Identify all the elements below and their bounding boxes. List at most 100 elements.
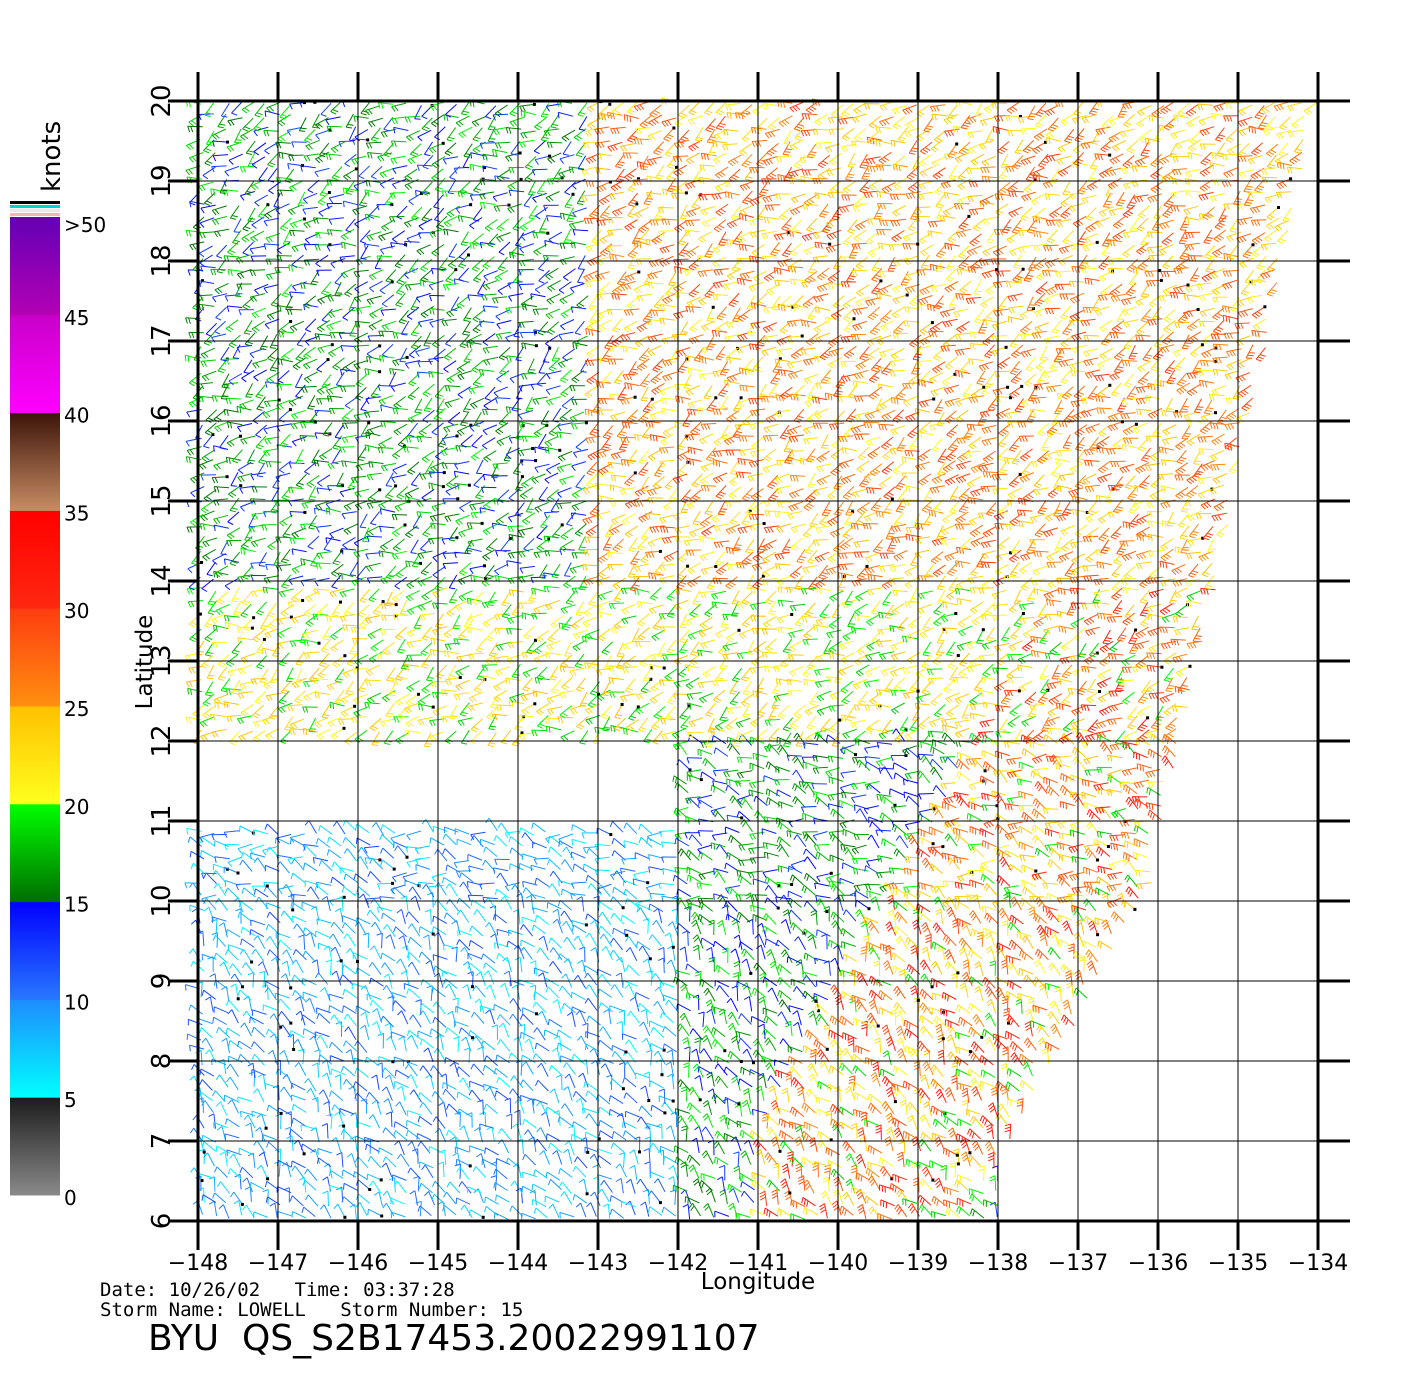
- wind-barb: [573, 864, 587, 872]
- wind-barb: [318, 1149, 332, 1155]
- wind-barb: [521, 940, 535, 947]
- wind-barb: [869, 1207, 881, 1220]
- wind-barb: [897, 1152, 904, 1167]
- wind-barb: [481, 954, 495, 963]
- wind-barb: [431, 1066, 443, 1078]
- wind-barb: [780, 1039, 792, 1051]
- wind-barb: [720, 1190, 728, 1205]
- rain-flag-mark: [957, 1162, 960, 1165]
- wind-barb: [446, 884, 458, 897]
- wind-barb: [960, 983, 968, 998]
- wind-barb: [882, 1076, 895, 1087]
- wind-barb: [553, 999, 562, 1014]
- wind-barb: [639, 1106, 652, 1117]
- wind-barb: [733, 972, 739, 987]
- colorbar-cap: [10, 213, 60, 216]
- rain-flag-mark: [980, 1036, 983, 1039]
- wind-barb: [871, 897, 880, 912]
- wind-barb: [230, 1154, 241, 1168]
- wind-barb: [209, 1177, 215, 1192]
- wind-barb: [895, 1204, 907, 1216]
- wind-barb: [216, 1075, 228, 1087]
- wind-barb: [447, 1104, 460, 1114]
- wind-barb: [1020, 1081, 1033, 1091]
- wind-barb: [538, 1063, 549, 1076]
- colorbar-band: [10, 608, 60, 706]
- colorbar-band: [10, 999, 60, 1097]
- wind-barb: [381, 1016, 394, 1027]
- wind-barb: [1126, 887, 1138, 899]
- wind-barb: [459, 1028, 472, 1038]
- wind-barb: [738, 875, 752, 884]
- colorbar-title: knots: [37, 121, 67, 192]
- wind-barb: [715, 1056, 729, 1063]
- wind-barb: [1048, 1011, 1060, 1024]
- wind-barb: [1033, 1005, 1047, 1013]
- rain-flag-mark: [265, 1127, 268, 1130]
- colorbar-band: [10, 217, 60, 315]
- wind-barb: [619, 1153, 625, 1168]
- wind-barb: [643, 919, 649, 934]
- wind-barb: [603, 1204, 610, 1219]
- wind-barb: [788, 898, 801, 908]
- wind-barb: [904, 1020, 918, 1029]
- rain-flag-mark: [777, 907, 780, 910]
- wind-barb: [322, 1191, 328, 1206]
- wind-barb: [704, 1204, 714, 1218]
- wind-barb: [217, 1182, 229, 1194]
- wind-barb: [630, 997, 639, 1012]
- wind-barb: [957, 1005, 971, 1014]
- wind-barb: [894, 926, 907, 936]
- wind-barb: [271, 958, 280, 973]
- rain-flag-mark: [826, 1048, 829, 1051]
- colorbar-band: [10, 804, 60, 902]
- wind-barb: [874, 1038, 880, 1053]
- wind-barb: [457, 910, 469, 923]
- wind-barb: [1047, 910, 1060, 922]
- wind-barb: [452, 947, 458, 962]
- wind-barb: [678, 1080, 691, 1091]
- wind-barb: [760, 1191, 767, 1206]
- wind-barb: [843, 954, 857, 962]
- wind-barb: [943, 1148, 957, 1157]
- rain-flag-mark: [391, 882, 394, 885]
- wind-barb: [945, 1087, 955, 1101]
- wind-barb: [918, 1195, 931, 1205]
- wind-barb: [216, 898, 228, 910]
- wind-barb: [675, 1157, 689, 1166]
- wind-barb: [573, 1166, 586, 1177]
- wind-barb: [866, 1168, 880, 1177]
- wind-barb: [514, 945, 524, 959]
- wind-barb: [259, 971, 265, 986]
- wind-barb: [383, 1157, 396, 1168]
- wind-barb: [495, 1091, 509, 1100]
- wind-barb: [778, 1208, 792, 1216]
- wind-barb: [278, 940, 291, 950]
- wind-barb: [435, 1128, 445, 1142]
- wind-barb: [532, 1184, 546, 1191]
- wind-barb: [861, 947, 867, 962]
- wind-barb: [240, 860, 253, 872]
- wind-barb: [919, 1205, 932, 1216]
- wind-barbs: [185, 98, 1317, 1222]
- wind-barb: [514, 1110, 520, 1125]
- wind-barb: [966, 1109, 980, 1116]
- wind-barb: [903, 1131, 917, 1140]
- wind-barb: [802, 1103, 815, 1113]
- wind-barb: [188, 1019, 202, 1025]
- wind-barb: [335, 908, 343, 923]
- wind-barb: [670, 1190, 676, 1205]
- wind-barb: [880, 1069, 894, 1076]
- wind-barb: [468, 895, 483, 901]
- wind-barb: [378, 1033, 384, 1048]
- wind-barb: [496, 1195, 510, 1202]
- wind-barb: [443, 971, 457, 977]
- wind-barb: [293, 949, 306, 959]
- wind-barb: [789, 1006, 803, 1012]
- wind-barb: [561, 1104, 573, 1117]
- wind-barb: [752, 1172, 766, 1179]
- rain-flag-mark: [432, 933, 435, 936]
- wind-barb: [636, 1073, 650, 1079]
- wind-barb: [410, 1090, 422, 1103]
- wind-barb: [689, 1165, 699, 1179]
